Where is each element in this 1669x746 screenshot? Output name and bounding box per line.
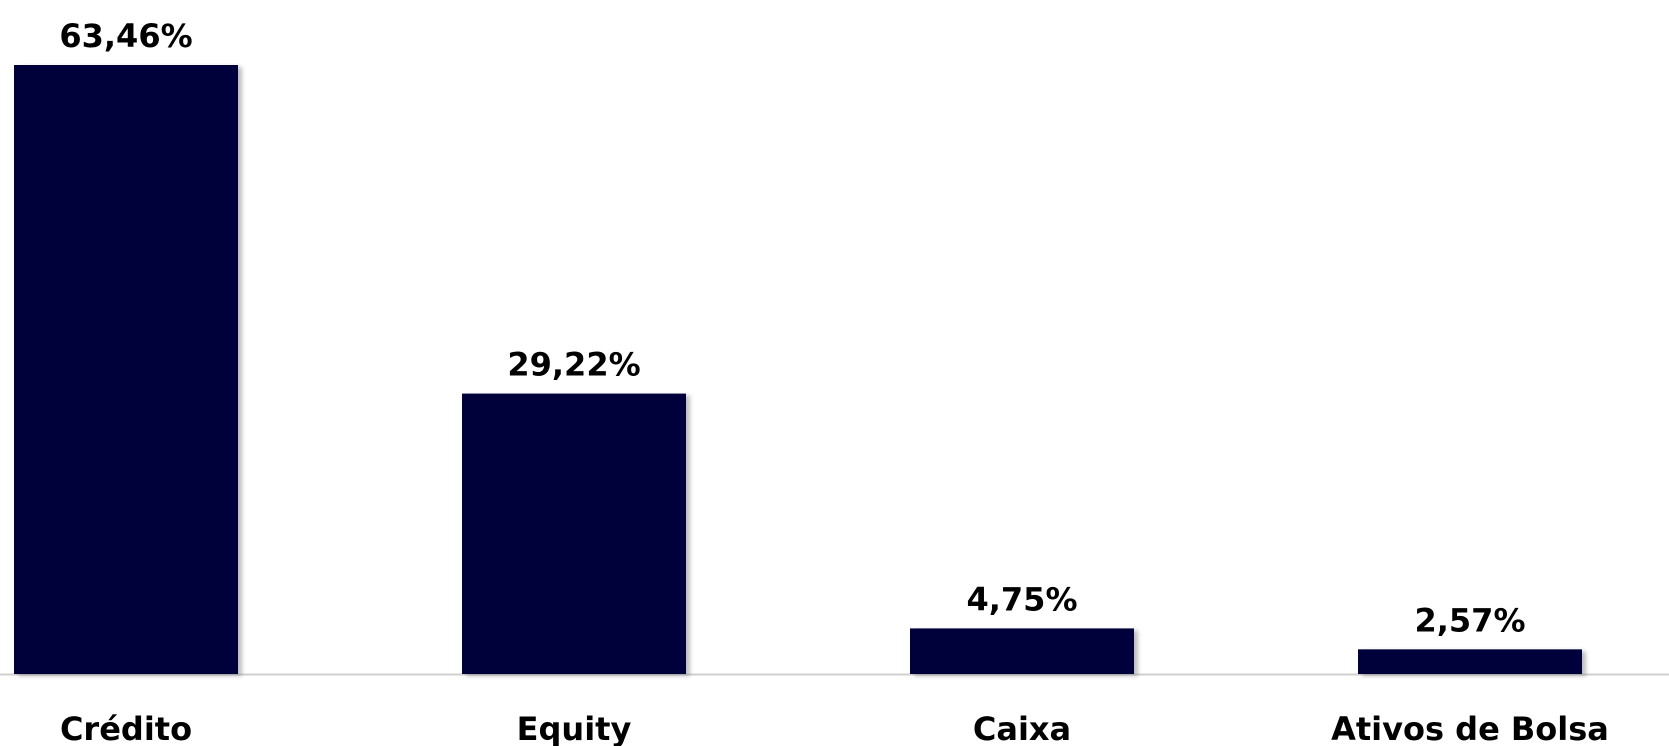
x-tick-label: Ativos de Bolsa — [1331, 710, 1609, 746]
x-tick-label: Crédito — [60, 710, 192, 746]
bar — [910, 628, 1134, 674]
x-tick-label: Caixa — [973, 710, 1071, 746]
value-label: 29,22% — [507, 346, 640, 384]
bar — [1358, 649, 1582, 674]
bar — [14, 65, 238, 674]
value-label: 4,75% — [966, 580, 1077, 618]
bar — [462, 393, 686, 674]
value-label: 63,46% — [59, 17, 192, 55]
x-tick-label: Equity — [517, 710, 632, 746]
value-label: 2,57% — [1414, 601, 1525, 639]
